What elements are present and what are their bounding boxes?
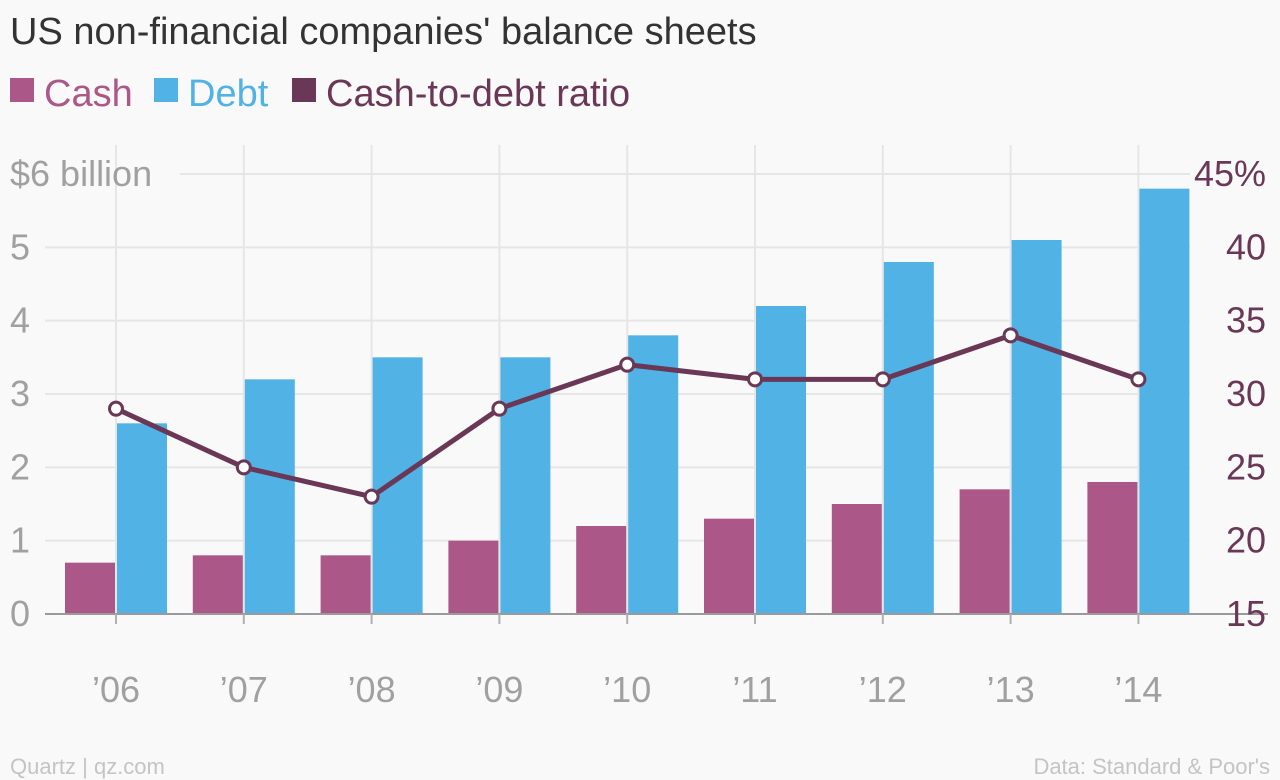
ratio-point-3 bbox=[491, 400, 508, 417]
bar-cash-2 bbox=[320, 555, 371, 614]
bar-debt-2 bbox=[372, 357, 423, 614]
legend-label-1: Debt bbox=[188, 73, 269, 115]
x-tick-label: ’10 bbox=[603, 669, 651, 710]
bar-debt-0 bbox=[117, 423, 167, 614]
y-right-tick-label: 30 bbox=[1226, 373, 1266, 414]
ratio-point-7 bbox=[1002, 327, 1019, 344]
bar-debt-8 bbox=[1139, 188, 1190, 614]
chart-title: US non-financial companies' balance shee… bbox=[10, 11, 757, 53]
x-tick-label: ’14 bbox=[1114, 669, 1162, 710]
ratio-point-4 bbox=[619, 356, 636, 373]
y-right-tick-label: 25 bbox=[1226, 446, 1266, 487]
legend: Cash Debt Cash-to-debt ratio bbox=[10, 73, 630, 115]
bar-cash-5 bbox=[704, 518, 754, 614]
y-right-tick-label: 45% bbox=[1194, 153, 1266, 194]
ratio-point-6 bbox=[874, 371, 891, 388]
footer-source-left: Quartz | qz.com bbox=[10, 754, 165, 779]
y-left-tick-label: 0 bbox=[10, 593, 30, 634]
legend-swatch-1 bbox=[154, 78, 178, 102]
bars bbox=[65, 188, 1190, 614]
bar-cash-7 bbox=[959, 489, 1010, 614]
bar-debt-1 bbox=[244, 379, 295, 614]
bar-debt-7 bbox=[1011, 240, 1062, 614]
x-tick-label: ’07 bbox=[220, 669, 268, 710]
x-tick-label: ’11 bbox=[732, 669, 777, 710]
x-tick-label: ’08 bbox=[348, 669, 396, 710]
legend-label-2: Cash-to-debt ratio bbox=[326, 73, 630, 115]
ratio-point-1 bbox=[235, 459, 252, 476]
axes: 0 1 2 3 4 5 $6 billion 15 20 25 30 35 40 45% ’06 ’07 ’08… bbox=[10, 153, 1268, 710]
y-left-tick-label: 5 bbox=[10, 226, 30, 267]
x-tick-label: ’06 bbox=[92, 669, 140, 710]
ratio-line bbox=[108, 327, 1147, 505]
legend-swatch-0 bbox=[10, 78, 34, 102]
x-tick-label: ’13 bbox=[987, 669, 1035, 710]
y-left-tick-label: 4 bbox=[10, 300, 30, 341]
y-left-tick-label: $6 billion bbox=[10, 153, 152, 194]
y-left-tick-label: 1 bbox=[10, 520, 30, 561]
x-tick-label: ’12 bbox=[859, 669, 907, 710]
legend-label-0: Cash bbox=[44, 73, 133, 115]
bar-cash-6 bbox=[831, 504, 882, 614]
x-tick-label: ’09 bbox=[475, 669, 523, 710]
y-right-tick-label: 35 bbox=[1226, 300, 1266, 341]
ratio-point-2 bbox=[363, 488, 380, 505]
y-left-tick-label: 3 bbox=[10, 373, 30, 414]
bar-cash-0 bbox=[65, 562, 115, 614]
y-left-tick-label: 2 bbox=[10, 446, 30, 487]
y-right-tick-label: 15 bbox=[1226, 593, 1266, 634]
ratio-point-5 bbox=[747, 371, 763, 388]
ratio-point-8 bbox=[1130, 371, 1147, 388]
ratio-point-0 bbox=[108, 400, 124, 417]
bar-debt-6 bbox=[883, 262, 934, 614]
legend-swatch-2 bbox=[292, 78, 316, 102]
y-right-tick-label: 40 bbox=[1226, 226, 1266, 267]
bar-cash-4 bbox=[576, 526, 627, 614]
bar-cash-1 bbox=[192, 555, 243, 614]
bar-cash-8 bbox=[1087, 482, 1138, 614]
bar-cash-3 bbox=[448, 540, 499, 614]
y-right-tick-label: 20 bbox=[1226, 520, 1266, 561]
bar-debt-5 bbox=[756, 306, 806, 614]
footer-source-right: Data: Standard & Poor's bbox=[1033, 754, 1270, 779]
bar-debt-4 bbox=[628, 335, 679, 614]
